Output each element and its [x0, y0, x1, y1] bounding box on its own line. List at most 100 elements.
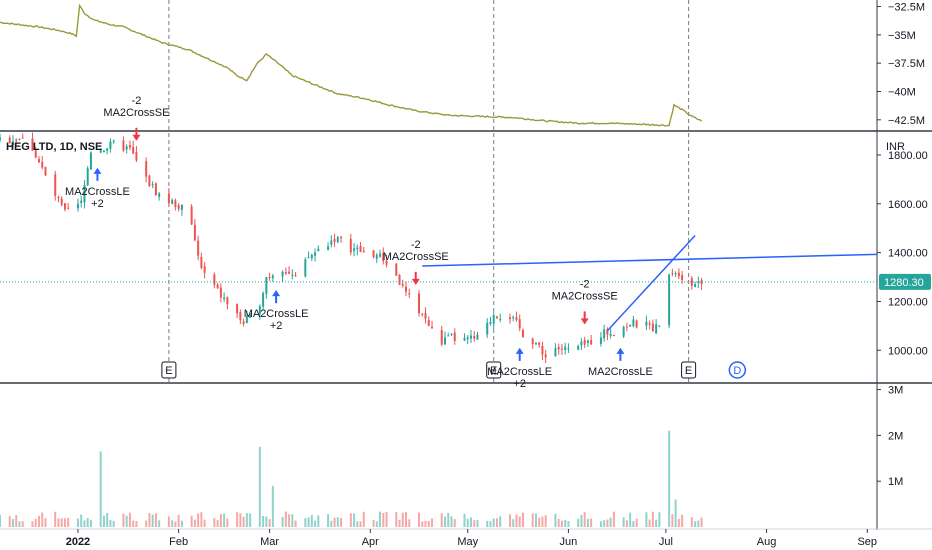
chart-legend[interactable]: HEG LTD, 1D, NSE [6, 141, 102, 153]
candle[interactable] [0, 133, 1, 143]
candle[interactable] [54, 170, 57, 201]
candle[interactable] [167, 188, 170, 207]
candle[interactable] [314, 248, 317, 262]
signal-long[interactable]: MA2CrossLE [588, 347, 653, 378]
candle[interactable] [495, 315, 498, 320]
candle[interactable] [83, 180, 86, 209]
candle[interactable] [694, 281, 697, 288]
candle[interactable] [226, 296, 229, 310]
candle[interactable] [213, 272, 216, 289]
candle[interactable] [21, 133, 24, 139]
candle[interactable] [674, 271, 677, 278]
candle[interactable] [541, 341, 544, 361]
candle[interactable] [655, 319, 658, 335]
candle[interactable] [603, 324, 606, 342]
candle[interactable] [645, 315, 648, 331]
candle[interactable] [216, 282, 219, 290]
candle[interactable] [538, 342, 541, 348]
candle[interactable] [112, 139, 115, 145]
candle[interactable] [463, 333, 466, 342]
candle[interactable] [349, 233, 352, 256]
candle[interactable] [629, 324, 632, 327]
candle[interactable] [651, 319, 654, 332]
candle[interactable] [648, 320, 651, 330]
candle[interactable] [658, 325, 661, 328]
candle[interactable] [557, 343, 560, 355]
candle[interactable] [67, 203, 70, 210]
candle[interactable] [333, 233, 336, 247]
trendline[interactable] [606, 235, 696, 332]
candle[interactable] [418, 289, 421, 317]
candle[interactable] [379, 249, 382, 258]
candle[interactable] [499, 313, 502, 323]
signal-long[interactable]: MA2CrossLE+2 [65, 167, 130, 210]
candle[interactable] [677, 268, 680, 280]
candle[interactable] [697, 276, 700, 289]
candle[interactable] [135, 145, 138, 163]
candle[interactable] [31, 132, 34, 151]
candle[interactable] [317, 245, 320, 252]
candle[interactable] [359, 241, 362, 253]
candle[interactable] [37, 156, 40, 163]
candle[interactable] [606, 327, 609, 341]
trendline[interactable] [422, 253, 878, 267]
candle[interactable] [57, 195, 60, 203]
candle[interactable] [291, 269, 294, 280]
candle[interactable] [489, 316, 492, 326]
candle[interactable] [512, 315, 515, 322]
candle[interactable] [106, 147, 109, 155]
candle[interactable] [125, 144, 128, 154]
candle[interactable] [245, 310, 248, 324]
candle[interactable] [466, 334, 469, 345]
candle[interactable] [197, 235, 200, 261]
candle[interactable] [236, 303, 239, 319]
candle[interactable] [586, 339, 589, 347]
candle[interactable] [473, 330, 476, 342]
candle[interactable] [476, 331, 479, 340]
candle[interactable] [508, 313, 511, 324]
candle[interactable] [521, 328, 524, 338]
candle[interactable] [18, 138, 21, 141]
candle[interactable] [128, 140, 131, 151]
candle[interactable] [288, 266, 291, 275]
candle[interactable] [590, 334, 593, 345]
candle[interactable] [219, 283, 222, 303]
candle[interactable] [440, 325, 443, 347]
candle[interactable] [132, 140, 135, 154]
candle[interactable] [564, 342, 567, 355]
candle[interactable] [700, 277, 703, 290]
candle[interactable] [421, 313, 424, 317]
candle[interactable] [599, 332, 602, 347]
candle[interactable] [327, 242, 330, 251]
candle[interactable] [145, 157, 148, 183]
signal-long[interactable]: MA2CrossLE+2 [244, 290, 309, 332]
candle[interactable] [405, 281, 408, 297]
candle[interactable] [268, 272, 271, 281]
candle[interactable] [690, 275, 693, 290]
candle[interactable] [122, 136, 125, 152]
candle[interactable] [385, 254, 388, 268]
candle[interactable] [151, 181, 154, 189]
candle[interactable] [353, 243, 356, 257]
candle[interactable] [177, 203, 180, 212]
candle[interactable] [89, 151, 92, 171]
candle[interactable] [443, 331, 446, 346]
candle[interactable] [8, 135, 11, 144]
candle[interactable] [671, 268, 674, 277]
candle[interactable] [242, 318, 245, 327]
candle[interactable] [375, 252, 378, 264]
candle[interactable] [580, 337, 583, 350]
signal-long[interactable]: MA2CrossLE+2 [487, 347, 552, 390]
candle[interactable] [635, 319, 638, 329]
candle[interactable] [99, 148, 102, 154]
candle[interactable] [408, 288, 411, 299]
candle[interactable] [531, 337, 534, 349]
candle[interactable] [469, 329, 472, 344]
candle[interactable] [492, 312, 495, 330]
candle[interactable] [281, 270, 284, 283]
candle[interactable] [340, 235, 343, 243]
candle[interactable] [681, 270, 684, 284]
